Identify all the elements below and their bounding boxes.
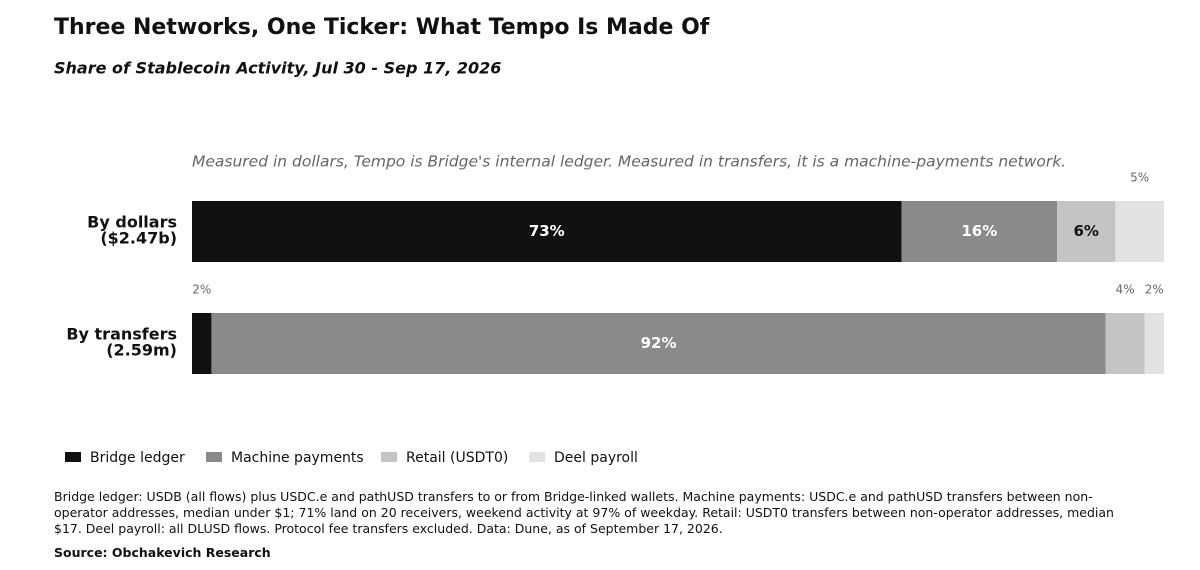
legend-swatch	[529, 452, 545, 462]
bar-segment	[192, 201, 902, 262]
notes: Bridge ledger: USDB (all flows) plus USD…	[54, 489, 1114, 536]
bar-segment	[1115, 201, 1164, 262]
value-label: 2%	[192, 283, 211, 297]
value-label: 6%	[1074, 222, 1099, 240]
legend-swatch	[65, 452, 81, 462]
bar-segment	[1144, 313, 1164, 374]
annotation: Measured in dollars, Tempo is Bridge's i…	[192, 153, 1066, 171]
value-label: 5%	[1130, 171, 1149, 185]
bar-segment	[901, 201, 1058, 262]
bar-segment	[1105, 313, 1145, 374]
value-label: 4%	[1116, 283, 1135, 297]
value-label: 92%	[641, 334, 677, 352]
chart-title: Three Networks, One Ticker: What Tempo I…	[54, 15, 710, 40]
source: Source: Obchakevich Research	[54, 545, 271, 560]
chart-subtitle: Share of Stablecoin Activity, Jul 30 - S…	[54, 59, 501, 78]
category-label: By transfers	[66, 325, 177, 344]
legend-label: Deel payroll	[554, 450, 638, 466]
value-label: 2%	[1145, 283, 1164, 297]
bar-segment	[192, 313, 212, 374]
value-label: 73%	[529, 222, 565, 240]
legend-label: Bridge ledger	[90, 450, 185, 466]
legend-label: Machine payments	[231, 450, 364, 466]
bar-segment	[1057, 201, 1116, 262]
category-label: (2.59m)	[106, 341, 177, 360]
legend-swatch	[206, 452, 222, 462]
category-label: By dollars	[87, 213, 177, 232]
legend-swatch	[381, 452, 397, 462]
legend-label: Retail (USDT0)	[406, 450, 508, 466]
category-label: ($2.47b)	[100, 229, 177, 248]
bar-segment	[211, 313, 1106, 374]
value-label: 16%	[961, 222, 997, 240]
